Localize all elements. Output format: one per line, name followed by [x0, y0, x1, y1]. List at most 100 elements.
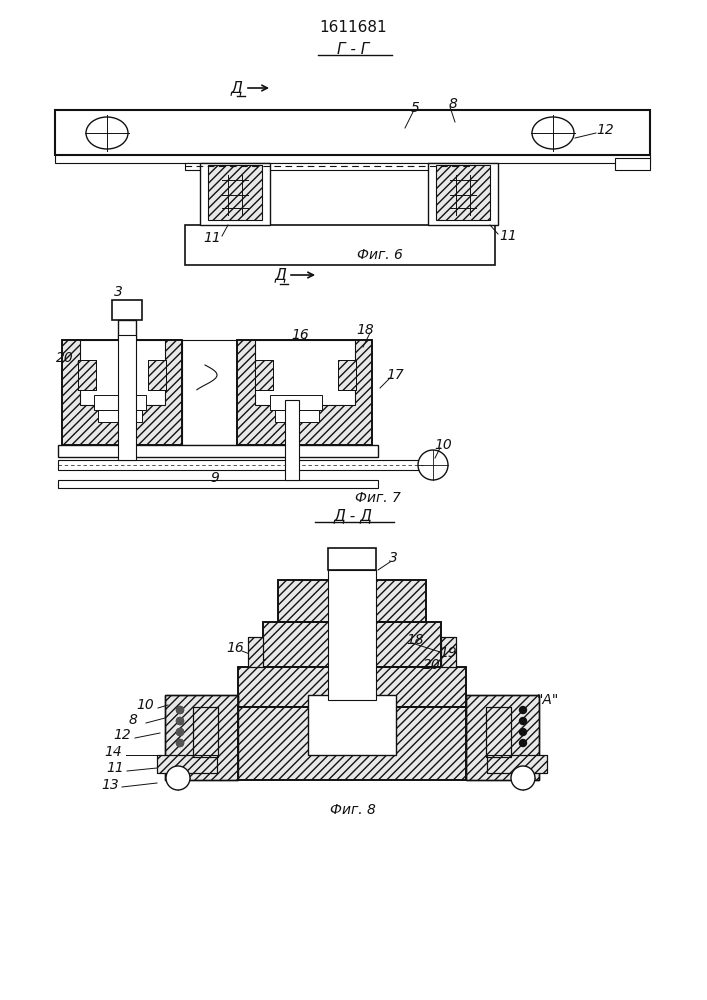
Bar	[487, 755, 547, 773]
Circle shape	[177, 718, 184, 724]
Bar	[255, 340, 355, 405]
Text: 11: 11	[499, 229, 517, 243]
Bar	[58, 445, 378, 457]
Bar	[80, 340, 165, 405]
Text: 16: 16	[291, 328, 309, 342]
Bar	[193, 707, 218, 757]
Text: 12: 12	[113, 728, 131, 742]
Circle shape	[177, 718, 184, 724]
Bar	[338, 360, 356, 390]
Text: 19: 19	[439, 646, 457, 660]
Text: "A": "A"	[537, 693, 559, 707]
Text: 18: 18	[356, 323, 374, 337]
Bar	[263, 622, 441, 667]
Bar	[278, 580, 426, 622]
Text: 10: 10	[136, 698, 154, 712]
Bar	[148, 360, 166, 390]
Text: 8: 8	[448, 97, 457, 111]
Bar	[285, 400, 299, 480]
Circle shape	[177, 728, 184, 736]
Text: 5: 5	[411, 101, 419, 115]
Bar	[185, 225, 495, 265]
Text: 10: 10	[434, 438, 452, 452]
Bar	[94, 395, 146, 410]
Text: Фиг. 6: Фиг. 6	[357, 248, 403, 262]
Bar	[118, 335, 136, 460]
Bar	[62, 340, 182, 445]
Bar	[255, 360, 273, 390]
Bar	[275, 410, 319, 422]
Bar	[270, 395, 322, 410]
Bar	[157, 755, 217, 773]
Text: 11: 11	[203, 231, 221, 245]
Text: 12: 12	[596, 123, 614, 137]
Bar	[328, 570, 376, 700]
Circle shape	[520, 728, 527, 736]
Circle shape	[177, 740, 184, 746]
Bar	[182, 340, 237, 445]
Bar	[466, 695, 539, 780]
Bar	[486, 707, 511, 757]
Bar	[200, 163, 270, 225]
Text: 8: 8	[129, 713, 137, 727]
Bar	[58, 460, 423, 470]
Text: Фиг. 7: Фиг. 7	[355, 491, 401, 505]
Text: 11: 11	[106, 761, 124, 775]
Bar	[441, 637, 456, 667]
Text: 13: 13	[101, 778, 119, 792]
Bar	[98, 410, 142, 422]
Bar	[58, 480, 378, 488]
Bar	[55, 110, 650, 155]
Bar	[428, 163, 498, 225]
Bar	[486, 707, 511, 757]
Bar	[208, 165, 262, 220]
Text: Д: Д	[274, 267, 286, 282]
Text: Д - Д: Д - Д	[334, 508, 373, 524]
Bar	[336, 570, 368, 600]
Text: 14: 14	[104, 745, 122, 759]
Ellipse shape	[166, 766, 190, 790]
Bar	[78, 360, 96, 390]
Bar	[157, 755, 217, 773]
Bar	[338, 360, 356, 390]
Circle shape	[177, 740, 184, 746]
Bar	[238, 707, 466, 780]
Bar	[255, 360, 273, 390]
Text: 20: 20	[56, 351, 74, 365]
Bar	[112, 300, 142, 320]
Circle shape	[520, 740, 527, 746]
Circle shape	[177, 706, 184, 714]
Text: 16: 16	[226, 641, 244, 655]
Text: 9: 9	[211, 471, 219, 485]
Bar	[466, 695, 539, 780]
Bar	[263, 622, 441, 667]
Ellipse shape	[86, 117, 128, 149]
Text: 1611681: 1611681	[319, 20, 387, 35]
Text: 3: 3	[389, 551, 397, 565]
Bar	[237, 340, 372, 445]
Bar	[118, 320, 136, 358]
Text: Д: Д	[231, 81, 243, 96]
Bar	[248, 637, 263, 667]
Text: 20: 20	[423, 658, 441, 672]
Text: Г - Г: Г - Г	[337, 42, 369, 57]
Bar	[165, 695, 238, 780]
Bar	[436, 165, 490, 220]
Bar	[185, 163, 475, 170]
Circle shape	[177, 728, 184, 736]
Bar	[248, 637, 263, 667]
Bar	[238, 707, 466, 780]
Bar	[165, 695, 238, 780]
Text: Фиг. 8: Фиг. 8	[330, 803, 376, 817]
Text: 18: 18	[406, 633, 424, 647]
Bar	[148, 360, 166, 390]
Circle shape	[520, 718, 527, 724]
Bar	[78, 360, 96, 390]
Circle shape	[520, 706, 527, 714]
Bar	[441, 637, 456, 667]
Text: 3: 3	[114, 285, 122, 299]
Bar	[237, 340, 372, 445]
Bar	[55, 155, 650, 163]
Bar	[238, 667, 466, 707]
Ellipse shape	[418, 450, 448, 480]
